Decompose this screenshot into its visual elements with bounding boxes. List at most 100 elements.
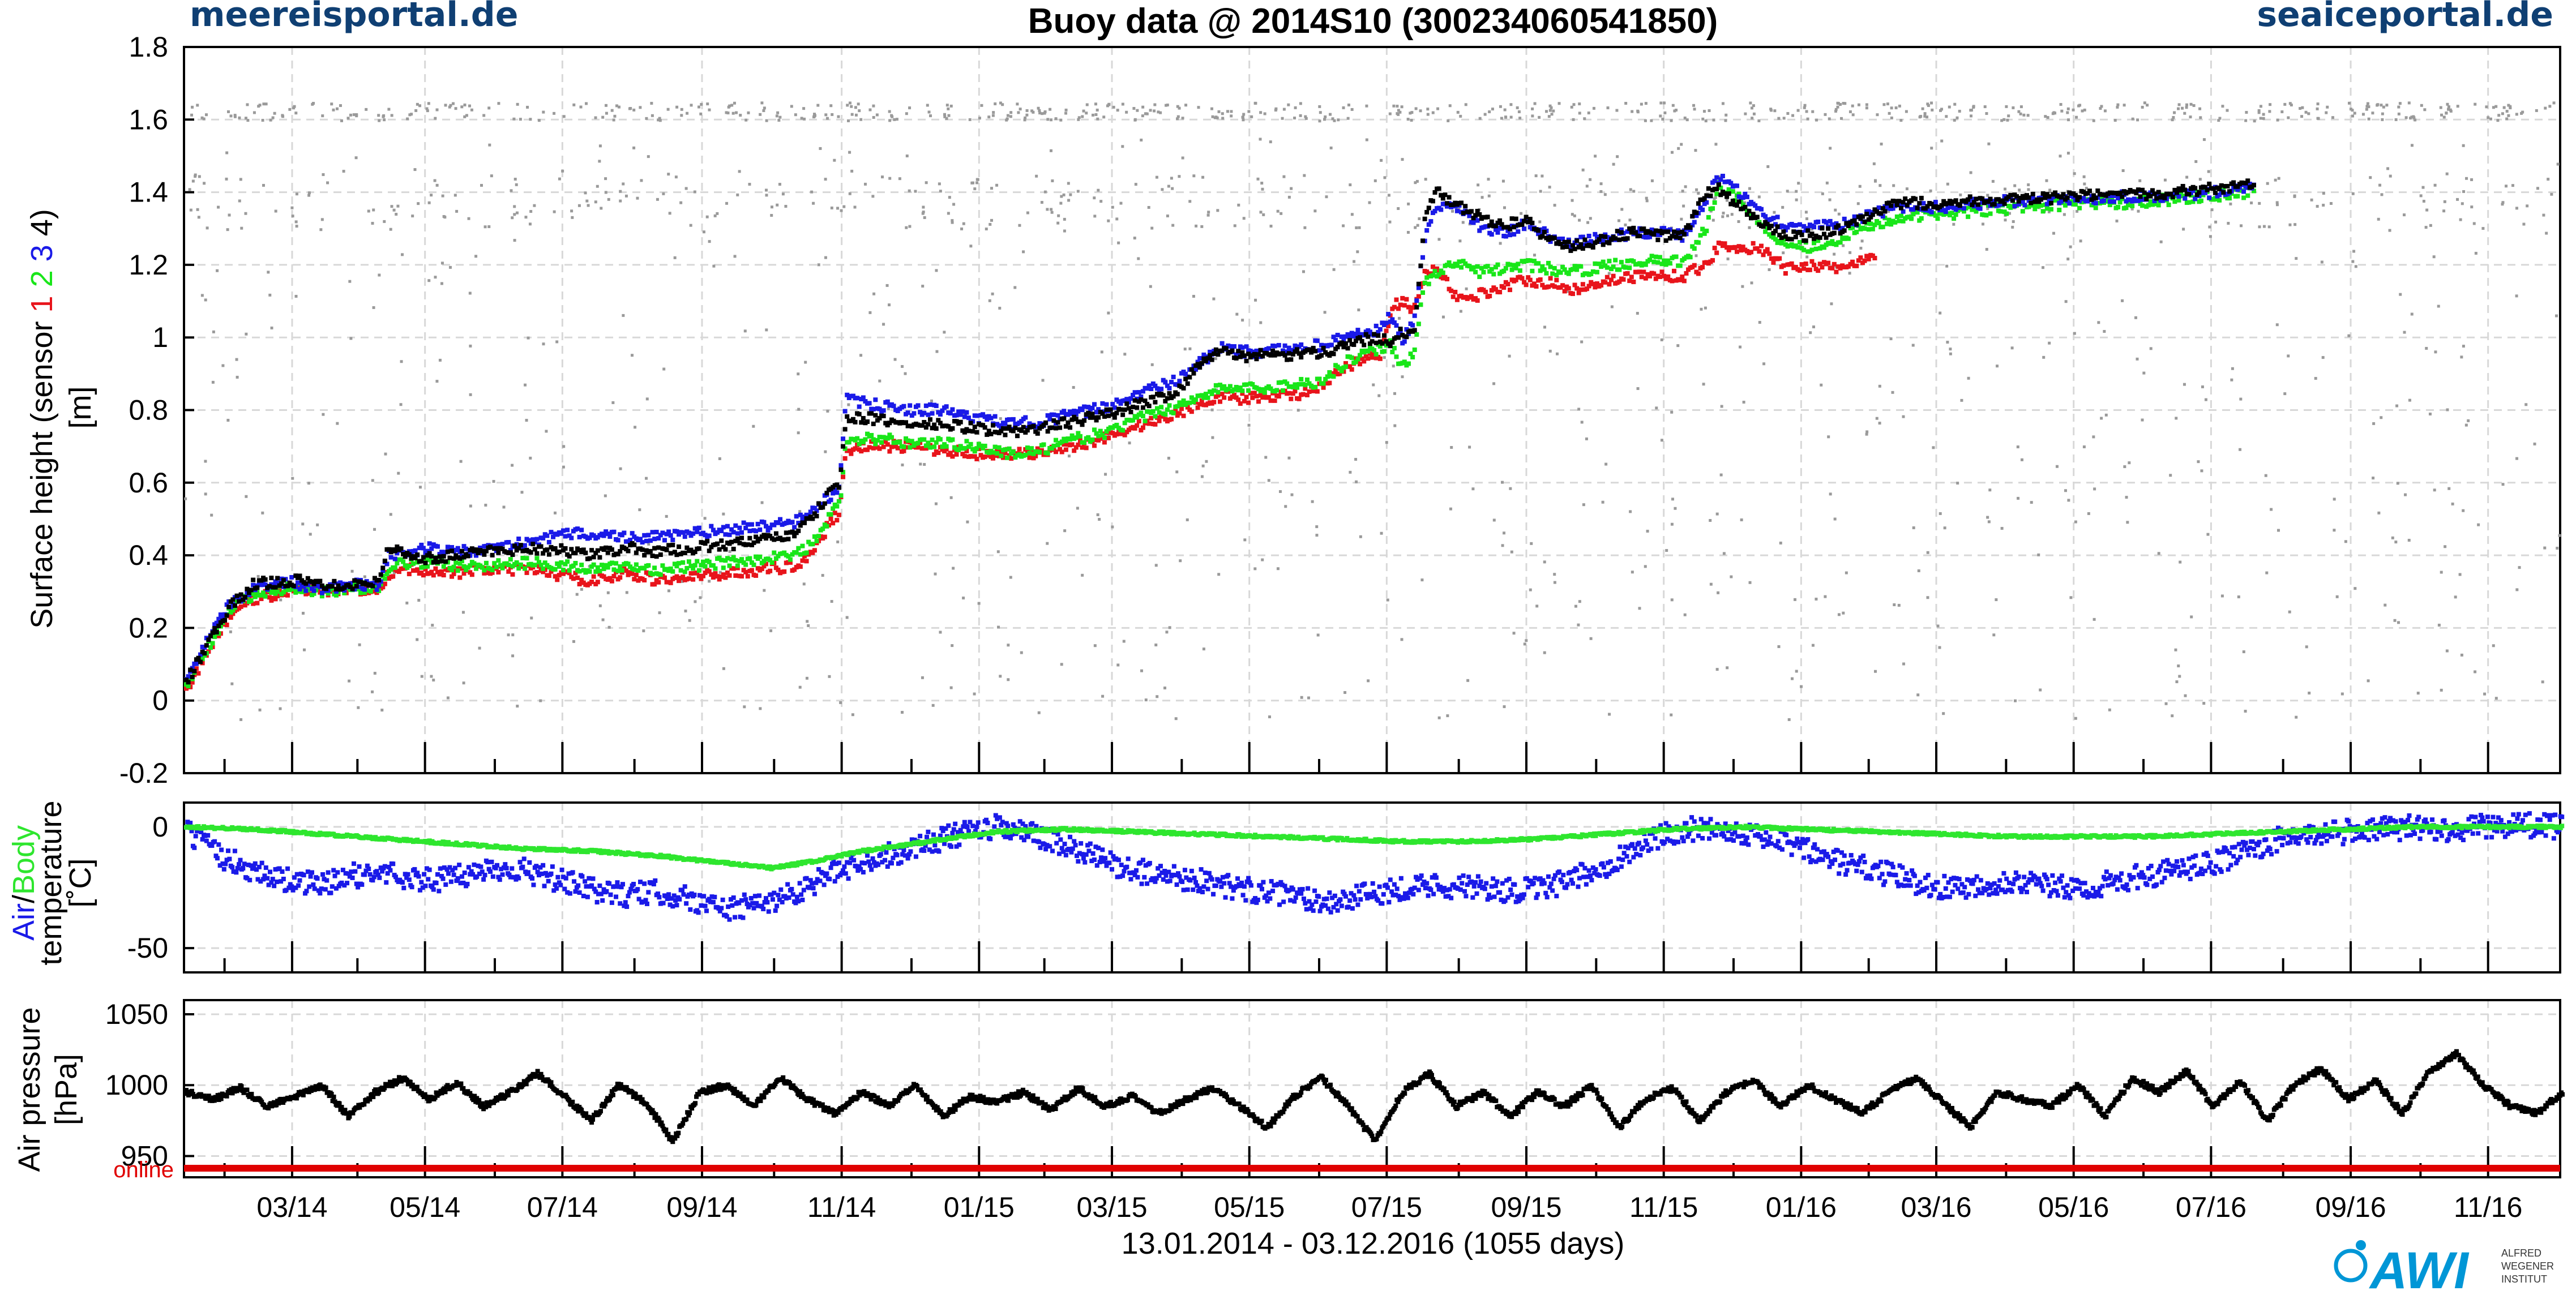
sensor-3-point [478, 545, 483, 550]
sensor-3-point [800, 517, 805, 522]
sensor-3-point [569, 535, 574, 541]
sensor-3-point [1069, 411, 1075, 416]
sensor-3-point [1828, 218, 1833, 224]
raw-point [1416, 224, 1419, 227]
raw-point [511, 654, 515, 658]
sensor-2-point [425, 564, 430, 569]
raw-point [401, 253, 404, 256]
raw-point [2305, 645, 2308, 649]
sensor-2-point [1069, 433, 1075, 438]
raw-point [1038, 109, 1041, 112]
height-ytick-label: 0 [152, 685, 168, 717]
sensor-2-point [1915, 210, 1920, 215]
sensor-1-point [1063, 447, 1068, 452]
raw-point [2092, 119, 2095, 122]
raw-point [1748, 226, 1751, 229]
sensor-3-point [2193, 196, 2198, 201]
sensor-4-point [546, 552, 551, 557]
raw-point [2353, 112, 2356, 115]
sensor-1-point [1513, 277, 1518, 282]
sensor-3-point [560, 528, 566, 533]
sensor-2-point [459, 559, 464, 564]
raw-point [584, 102, 588, 105]
raw-point [2073, 332, 2076, 335]
sensor-3-point [662, 538, 667, 543]
sensor-2-point [255, 590, 260, 595]
raw-point [1284, 505, 1287, 508]
raw-point [2348, 101, 2351, 105]
sensor-2-point [1657, 255, 1662, 260]
raw-point [1892, 184, 1895, 187]
raw-point [999, 101, 1002, 105]
sensor-1-point [1343, 361, 1348, 366]
raw-point [319, 228, 323, 231]
raw-point [2456, 105, 2459, 108]
sensor-1-point [1862, 258, 1867, 263]
sensor-3-point [1319, 342, 1324, 348]
sensor-4-point [557, 549, 562, 554]
raw-point [1064, 108, 1068, 112]
sensor-2-point [1662, 258, 1667, 263]
raw-point [2006, 118, 2009, 122]
sensor-1-point [954, 452, 959, 457]
raw-point [1155, 175, 1158, 179]
sensor-2-point [1120, 428, 1126, 433]
raw-point [2000, 526, 2004, 530]
sensor-1-point [887, 449, 892, 454]
sensor-1-point [1783, 271, 1788, 276]
sensor-3-point [198, 652, 203, 657]
sensor-1-point [889, 444, 894, 449]
raw-point [615, 104, 618, 108]
raw-point [2269, 103, 2272, 106]
raw-point [1174, 717, 1178, 721]
raw-point [584, 191, 587, 195]
sensor-3-point [737, 525, 742, 530]
raw-point [747, 111, 750, 114]
raw-point [647, 155, 650, 158]
raw-point [1872, 162, 1876, 165]
raw-point [2440, 688, 2443, 692]
brand-left[interactable]: meereisportal.de [190, 0, 518, 35]
raw-point [1751, 117, 1754, 120]
raw-point [2175, 680, 2179, 684]
raw-point [245, 332, 248, 336]
sensor-3-point [1159, 387, 1164, 392]
sensor-2-point [2117, 200, 2123, 205]
sensor-2-point [677, 561, 682, 566]
sensor-2-point [1854, 229, 1859, 234]
raw-point [859, 118, 863, 121]
sensor-3-point [1805, 226, 1811, 231]
raw-point [1264, 456, 1268, 459]
raw-point [1829, 492, 1832, 496]
sensor-1-point [1289, 396, 1294, 401]
sensor-3-point [2207, 195, 2212, 200]
raw-point [994, 102, 997, 105]
sensor-2-point [1031, 451, 1036, 456]
raw-point [514, 178, 517, 181]
sensor-3-point [1475, 218, 1480, 223]
raw-point [2259, 105, 2262, 108]
sensor-1-point [577, 582, 582, 587]
raw-point [848, 192, 851, 195]
sensor-2-point [1372, 348, 1377, 353]
sensor-4-point [431, 560, 436, 565]
raw-point [1459, 310, 1462, 313]
sensor-1-point [1248, 391, 1253, 396]
sensor-2-point [1373, 351, 1379, 357]
sensor-2-point [1299, 376, 1304, 381]
brand-right[interactable]: seaiceportal.de [2257, 0, 2553, 35]
raw-point [645, 117, 648, 120]
raw-point [684, 610, 687, 613]
raw-point [441, 194, 444, 198]
raw-point [1282, 175, 1286, 178]
sensor-2-point [1475, 264, 1480, 269]
raw-point [2136, 357, 2139, 361]
sensor-3-point [1970, 196, 1975, 201]
sensor-1-point [1641, 269, 1646, 275]
raw-point [1715, 512, 1719, 516]
raw-point [2175, 417, 2178, 420]
sensor-3-point [1392, 320, 1397, 325]
raw-point [235, 358, 238, 361]
raw-point [2220, 594, 2224, 598]
sensor-3-point [1104, 402, 1109, 407]
